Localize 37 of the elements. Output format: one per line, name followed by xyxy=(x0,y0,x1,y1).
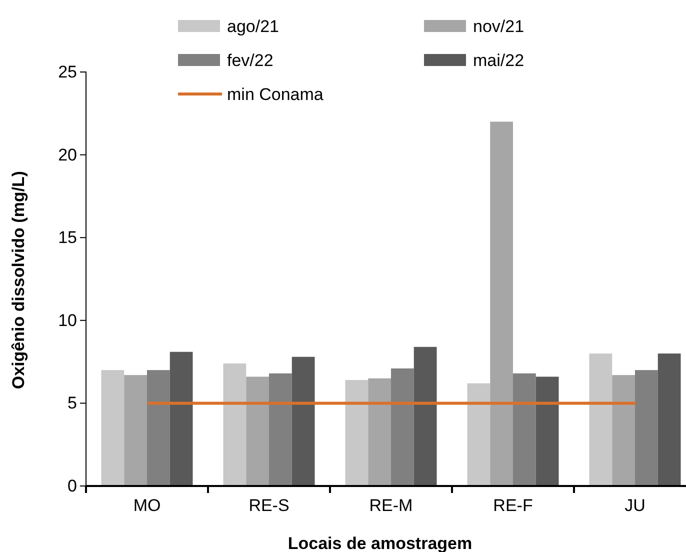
legend-label: ago/21 xyxy=(227,17,279,36)
y-tick-label: 20 xyxy=(58,145,77,164)
x-tick-label: RE-M xyxy=(369,496,413,516)
y-axis-title: Oxigênio dissolvido (mg/L) xyxy=(9,170,28,390)
legend-label: fev/22 xyxy=(227,51,274,70)
bar xyxy=(246,376,269,486)
legend-label: mai/22 xyxy=(473,51,524,70)
bar xyxy=(368,378,391,486)
bar xyxy=(223,363,246,486)
bar xyxy=(635,370,658,486)
bar xyxy=(147,370,170,486)
x-tick-label: JU xyxy=(624,496,646,516)
bar xyxy=(414,346,437,486)
bar xyxy=(170,352,193,486)
x-tick-label: RE-F xyxy=(493,496,533,516)
bar xyxy=(124,375,147,486)
legend-label: min Conama xyxy=(227,85,324,104)
y-tick-label: 15 xyxy=(58,228,77,248)
bar xyxy=(612,375,635,486)
bar xyxy=(467,383,490,486)
bar xyxy=(101,370,124,486)
bar xyxy=(513,373,536,486)
bar xyxy=(391,368,414,486)
bar xyxy=(490,122,513,486)
bar xyxy=(345,380,368,486)
y-tick-label: 0 xyxy=(68,476,77,496)
x-tick-label: MO xyxy=(133,496,161,516)
bar xyxy=(269,373,292,486)
legend-label: nov/21 xyxy=(473,17,524,36)
bar xyxy=(536,376,559,486)
bar xyxy=(589,354,612,486)
y-tick-label: 25 xyxy=(58,62,77,82)
x-tick-label: RE-S xyxy=(248,496,290,516)
y-tick-label: 5 xyxy=(68,394,77,413)
bar xyxy=(292,356,315,486)
bar xyxy=(658,354,681,486)
y-tick-label: 10 xyxy=(58,310,77,330)
